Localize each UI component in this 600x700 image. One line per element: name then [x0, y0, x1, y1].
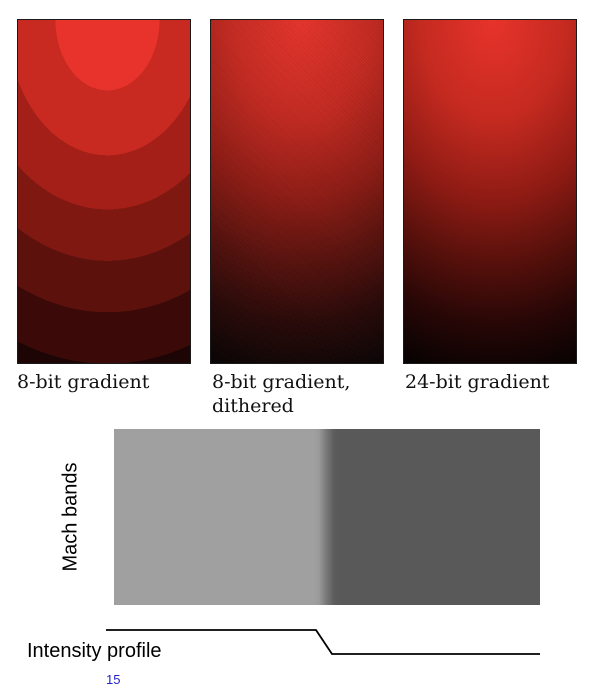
mach-bands-image — [114, 429, 540, 605]
caption-8bit-gradient: 8-bit gradient — [17, 371, 150, 393]
intensity-profile-line — [106, 629, 540, 655]
gradient-8bit-dithered-image — [210, 19, 384, 364]
gradient-24bit-image — [403, 19, 577, 364]
page-number: 15 — [106, 672, 121, 687]
caption-8bit-dithered-gradient: 8-bit gradient, dithered — [212, 371, 351, 417]
intensity-profile-plot — [106, 629, 540, 655]
gradient-8bit-image — [17, 19, 191, 364]
mach-bands-label: Mach bands — [59, 462, 82, 572]
caption-24bit-gradient: 24-bit gradient — [405, 371, 550, 393]
intensity-profile-label: Intensity profile — [27, 640, 162, 662]
